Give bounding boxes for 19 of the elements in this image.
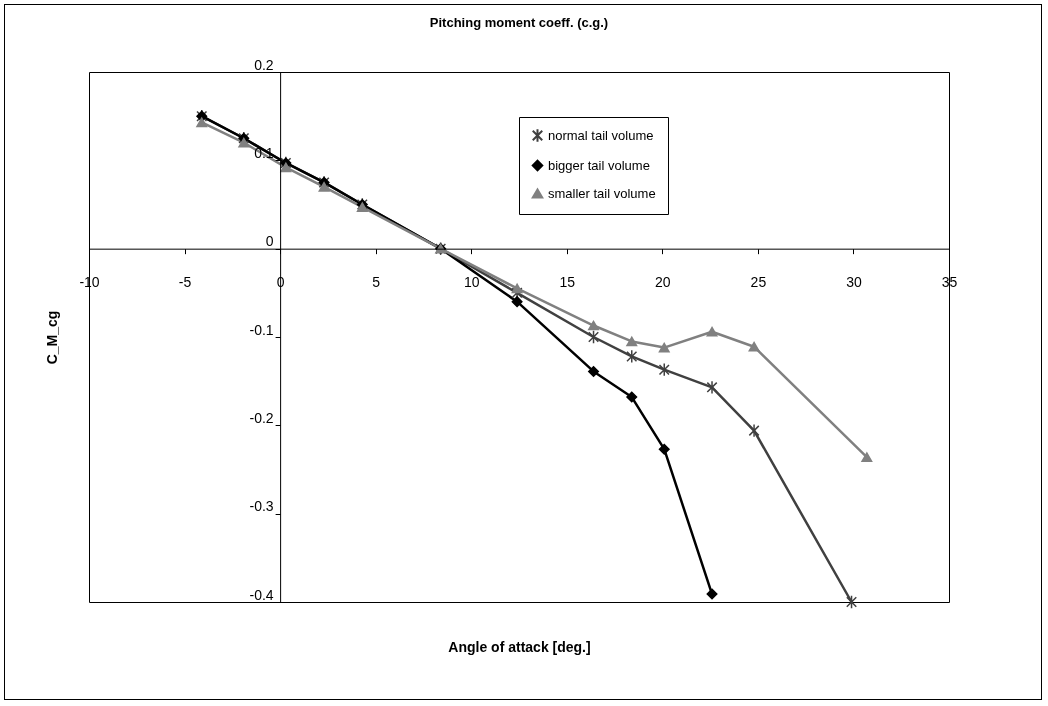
legend-label: smaller tail volume xyxy=(548,185,656,201)
y-tick-label: -0.1 xyxy=(249,321,274,338)
y-axis-title: C_M_cg xyxy=(43,310,60,365)
x-tick-label: 25 xyxy=(750,274,767,291)
x-tick-label: 10 xyxy=(463,274,480,291)
x-tick-label: 15 xyxy=(559,274,576,291)
y-tick-label: -0.3 xyxy=(249,498,274,515)
y-tick-label: 0 xyxy=(265,233,274,250)
x-axis-title: Angle of attack [deg.] xyxy=(448,638,591,655)
y-tick-label: -0.2 xyxy=(249,409,274,426)
x-tick-label: 20 xyxy=(655,274,671,291)
chart-title: Pitching moment coeff. (c.g.) xyxy=(429,15,609,30)
legend-label: bigger tail volume xyxy=(548,157,650,173)
x-tick-label: 30 xyxy=(846,274,862,291)
x-tick-label: 5 xyxy=(372,274,381,291)
y-tick-label: -0.4 xyxy=(249,586,274,603)
legend-label: normal tail volume xyxy=(548,127,654,143)
x-tick-label: -5 xyxy=(178,274,192,291)
y-tick-label: 0.2 xyxy=(254,56,274,73)
